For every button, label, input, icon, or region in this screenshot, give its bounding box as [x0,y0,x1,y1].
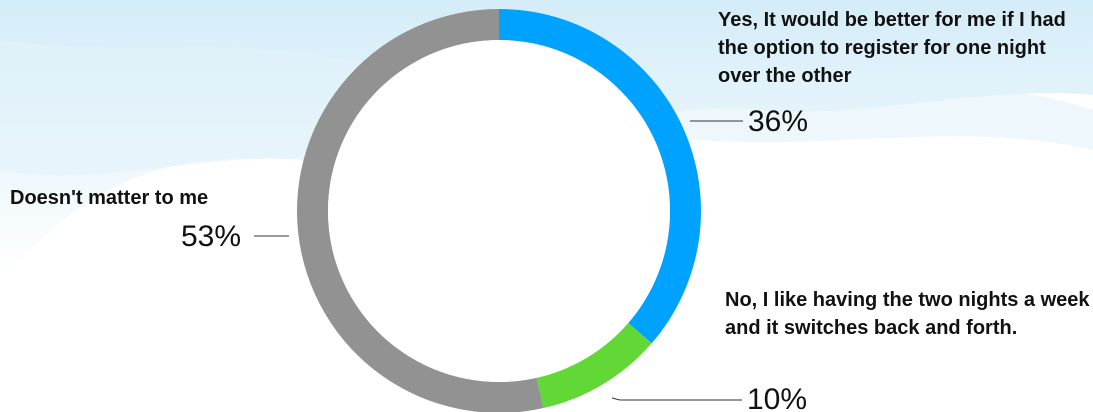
slice-yes [499,9,701,344]
slice-value-yes: 36% [748,105,809,138]
slice-doesnt-matter [297,9,544,412]
slice-value-doesnt-matter: 53% [181,220,242,253]
slice-value-no: 10% [747,383,808,412]
leader-line-no [611,397,742,401]
slice-no [536,322,652,409]
donut-hole [328,40,670,382]
slice-label-yes: Yes, It would be better for me if I had … [718,9,1066,87]
slice-label-no: No, I like having the two nights a week … [725,289,1090,339]
slice-label-doesnt-matter: Doesn't matter to me [10,187,209,209]
